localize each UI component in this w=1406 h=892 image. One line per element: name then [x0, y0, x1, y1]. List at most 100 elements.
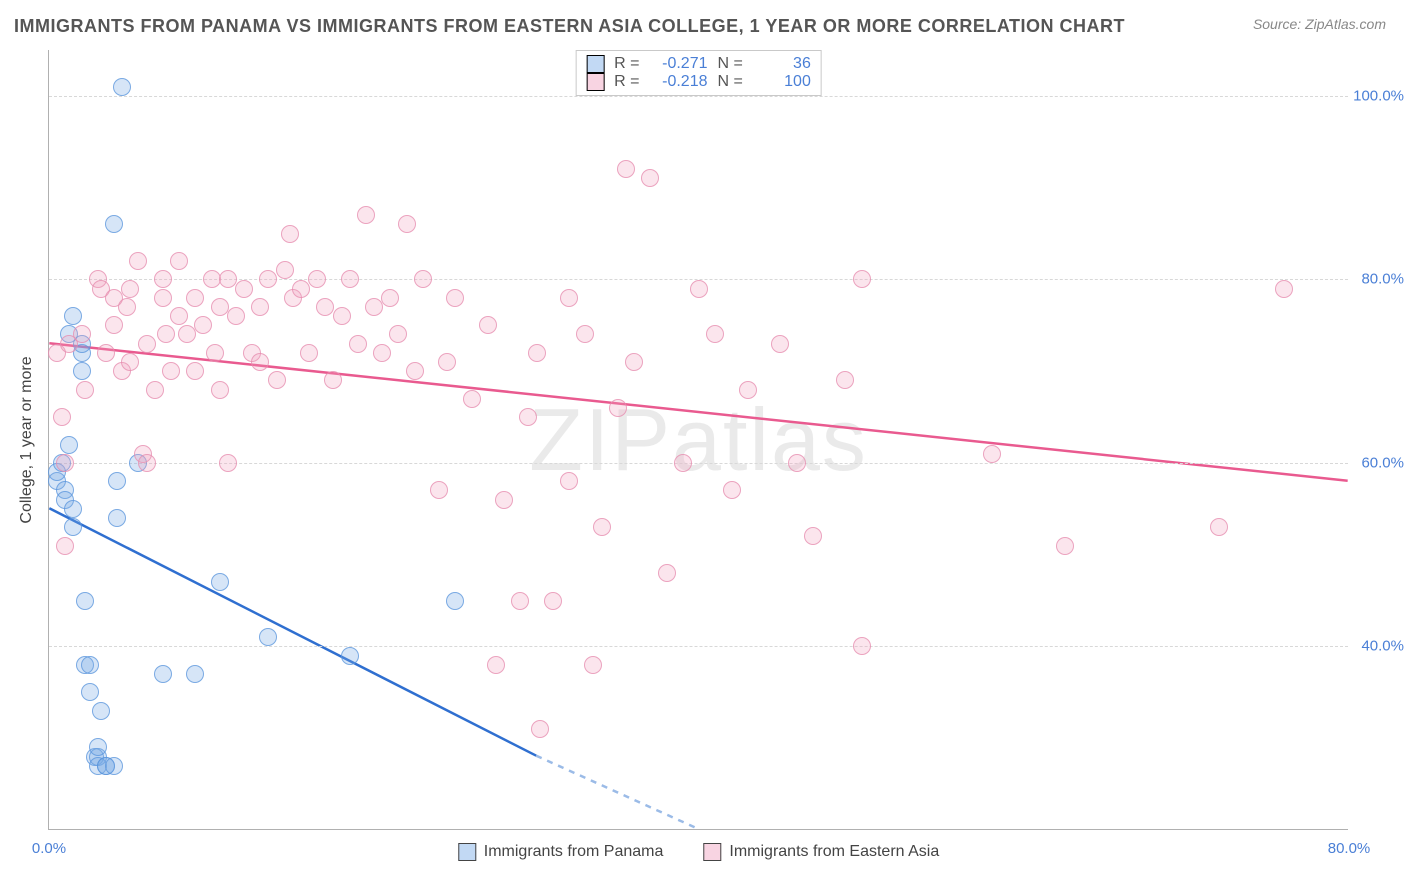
source-label: Source: ZipAtlas.com — [1253, 16, 1386, 32]
r-label: R = — [614, 73, 639, 91]
gridline — [49, 463, 1348, 464]
scatter-point — [56, 454, 74, 472]
scatter-point — [227, 307, 245, 325]
scatter-point — [211, 381, 229, 399]
scatter-point — [853, 637, 871, 655]
n-value-asia: 100 — [753, 73, 811, 91]
scatter-point — [259, 628, 277, 646]
scatter-point — [617, 160, 635, 178]
scatter-point — [118, 298, 136, 316]
scatter-point — [1210, 518, 1228, 536]
scatter-point — [324, 371, 342, 389]
n-label: N = — [718, 55, 743, 73]
scatter-point — [251, 298, 269, 316]
legend-item-panama: Immigrants from Panama — [458, 843, 664, 861]
watermark-text: ZIPatlas — [529, 389, 868, 491]
scatter-point — [511, 592, 529, 610]
scatter-point — [259, 270, 277, 288]
scatter-point — [414, 270, 432, 288]
scatter-point — [690, 280, 708, 298]
scatter-point — [60, 436, 78, 454]
scatter-point — [576, 325, 594, 343]
trendline — [536, 756, 698, 829]
scatter-point — [771, 335, 789, 353]
scatter-point — [495, 491, 513, 509]
swatch-pink-icon — [586, 73, 604, 91]
scatter-point — [97, 344, 115, 362]
scatter-point — [983, 445, 1001, 463]
scatter-point — [641, 169, 659, 187]
scatter-point — [81, 656, 99, 674]
scatter-point — [341, 270, 359, 288]
r-label: R = — [614, 55, 639, 73]
scatter-point — [276, 261, 294, 279]
scatter-point — [138, 454, 156, 472]
scatter-point — [138, 335, 156, 353]
scatter-point — [560, 472, 578, 490]
scatter-point — [206, 344, 224, 362]
scatter-point — [108, 509, 126, 527]
stats-legend: R = -0.271 N = 36 R = -0.218 N = 100 — [575, 50, 822, 96]
scatter-point — [186, 289, 204, 307]
y-axis-label: College, 1 year or more — [18, 356, 36, 523]
scatter-point — [463, 390, 481, 408]
stats-row-asia: R = -0.218 N = 100 — [586, 73, 811, 91]
scatter-point — [609, 399, 627, 417]
x-tick-label: 0.0% — [32, 840, 66, 857]
scatter-point — [528, 344, 546, 362]
scatter-point — [341, 647, 359, 665]
legend-label-panama: Immigrants from Panama — [484, 843, 664, 861]
r-value-panama: -0.271 — [650, 55, 708, 73]
scatter-point — [584, 656, 602, 674]
scatter-point — [170, 252, 188, 270]
scatter-point — [804, 527, 822, 545]
scatter-point — [406, 362, 424, 380]
n-label: N = — [718, 73, 743, 91]
scatter-point — [64, 307, 82, 325]
scatter-point — [81, 683, 99, 701]
scatter-point — [625, 353, 643, 371]
scatter-point — [292, 280, 310, 298]
scatter-point — [281, 225, 299, 243]
scatter-point — [154, 665, 172, 683]
gridline — [49, 96, 1348, 97]
scatter-point — [389, 325, 407, 343]
scatter-point — [157, 325, 175, 343]
scatter-point — [487, 656, 505, 674]
scatter-point — [316, 298, 334, 316]
scatter-point — [836, 371, 854, 389]
scatter-point — [723, 481, 741, 499]
scatter-point — [64, 518, 82, 536]
scatter-point — [178, 325, 196, 343]
trendline — [49, 508, 536, 755]
swatch-blue-icon — [586, 55, 604, 73]
scatter-point — [73, 362, 91, 380]
scatter-point — [53, 408, 71, 426]
scatter-point — [186, 665, 204, 683]
scatter-point — [154, 270, 172, 288]
scatter-point — [105, 757, 123, 775]
legend-label-asia: Immigrants from Eastern Asia — [729, 843, 939, 861]
y-tick-label: 100.0% — [1348, 87, 1404, 104]
scatter-point — [788, 454, 806, 472]
scatter-point — [194, 316, 212, 334]
scatter-point — [398, 215, 416, 233]
scatter-point — [357, 206, 375, 224]
scatter-point — [146, 381, 164, 399]
scatter-point — [593, 518, 611, 536]
scatter-point — [105, 215, 123, 233]
chart-title: IMMIGRANTS FROM PANAMA VS IMMIGRANTS FRO… — [14, 16, 1125, 37]
scatter-point — [446, 289, 464, 307]
scatter-point — [186, 362, 204, 380]
scatter-point — [706, 325, 724, 343]
stats-row-panama: R = -0.271 N = 36 — [586, 55, 811, 73]
scatter-point — [113, 78, 131, 96]
gridline — [49, 646, 1348, 647]
scatter-point — [154, 289, 172, 307]
scatter-point — [300, 344, 318, 362]
scatter-point — [560, 289, 578, 307]
scatter-point — [121, 280, 139, 298]
scatter-point — [268, 371, 286, 389]
scatter-point — [308, 270, 326, 288]
scatter-point — [658, 564, 676, 582]
